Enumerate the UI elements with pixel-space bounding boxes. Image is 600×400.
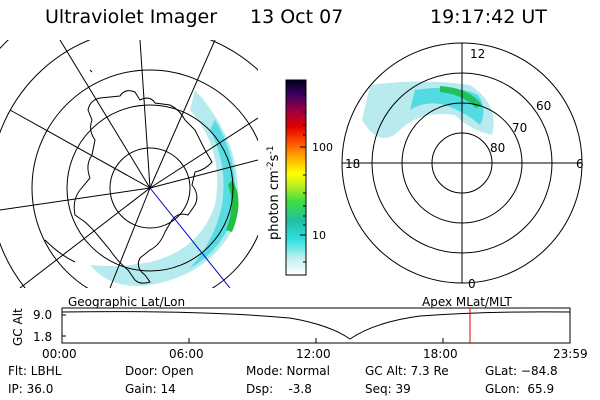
- coastline: [73, 90, 213, 284]
- sequence-readout: Seq: 39: [365, 382, 411, 396]
- geographic-caption: Geographic Lat/Lon: [68, 295, 185, 309]
- magnetic-meridian-line: [149, 187, 231, 288]
- observation-time: 19:17:42 UT: [430, 6, 547, 28]
- mlat-label-80: 80: [490, 141, 505, 155]
- filter-readout: Flt: LBHL: [8, 364, 62, 378]
- time-tick-0000: 00:00: [42, 347, 77, 361]
- geographic-map: [0, 40, 258, 288]
- apex-caption: Apex MLat/MLT: [422, 295, 512, 309]
- altitude-ytick-bottom: 1.8: [33, 330, 52, 344]
- colorbar: 100 10 photon cm-2s-1: [266, 79, 333, 276]
- time-tick-1800: 18:00: [423, 347, 458, 361]
- altitude-curve: [61, 311, 571, 340]
- observation-date: 13 Oct 07: [250, 6, 344, 28]
- dsp-readout: Dsp: -3.8: [246, 382, 312, 396]
- mlat-label-70: 70: [512, 121, 527, 135]
- mlt-label-18: 18: [345, 157, 360, 171]
- app-title: Ultraviolet Imager: [45, 6, 218, 28]
- time-tick-0600: 06:00: [169, 347, 204, 361]
- time-tick-1200: 12:00: [296, 347, 331, 361]
- mlt-label-0: 0: [468, 277, 476, 291]
- altitude-ylabel: GC Alt: [11, 308, 25, 346]
- colorbar-unit-label: photon cm-2s-1: [266, 146, 282, 240]
- aurora-emission-geo: [90, 90, 239, 286]
- glat-readout: GLat: −84.8: [485, 364, 558, 378]
- altitude-ytick-top: 9.0: [33, 308, 52, 322]
- glon-readout: GLon: 65.9: [485, 382, 555, 396]
- mode-readout: Mode: Normal: [246, 364, 330, 378]
- time-tick-2359: 23:59: [553, 347, 588, 361]
- gc-alt-readout: GC Alt: 7.3 Re: [365, 364, 449, 378]
- altitude-plot: GC Alt 9.0 1.8 00:00 06:00 12:00 18:00 2…: [11, 307, 588, 361]
- colorbar-tick-100: 100: [312, 141, 333, 154]
- mlat-label-60: 60: [536, 99, 551, 113]
- ip-readout: IP: 36.0: [8, 382, 54, 396]
- door-readout: Door: Open: [125, 364, 194, 378]
- apex-polar-map: 12 18 6 0 60 70 80: [341, 42, 584, 291]
- mlt-label-12: 12: [470, 47, 485, 61]
- colorbar-tick-10: 10: [312, 229, 326, 242]
- gain-readout: Gain: 14: [125, 382, 176, 396]
- mlt-label-6: 6: [576, 157, 584, 171]
